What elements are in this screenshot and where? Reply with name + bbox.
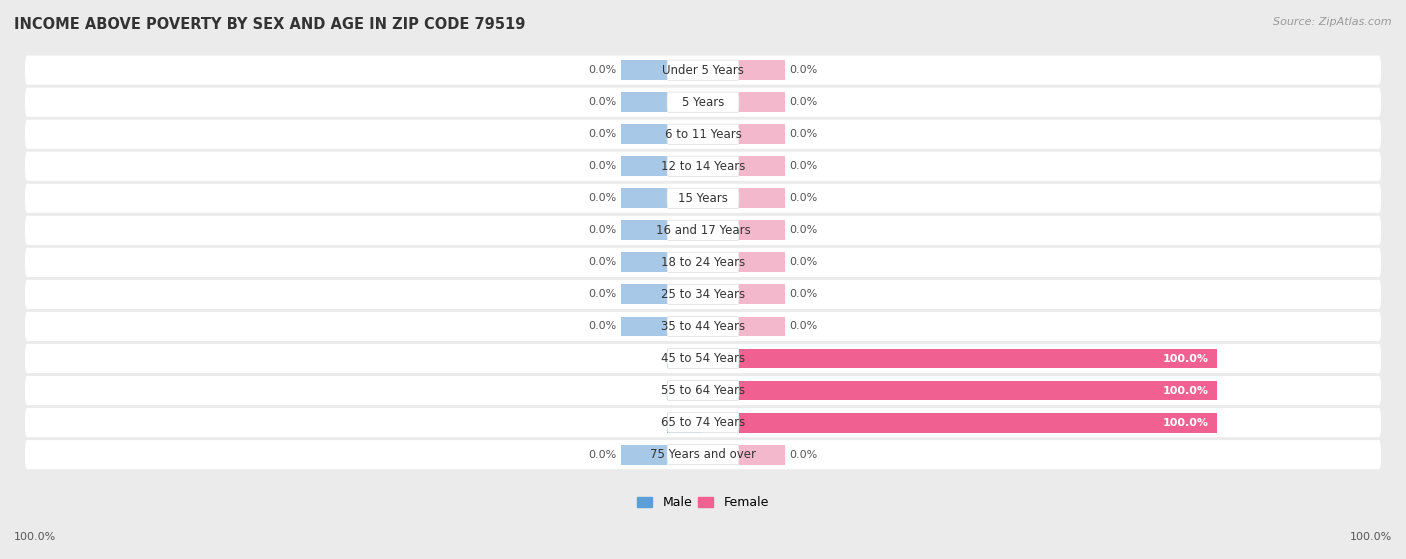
- FancyBboxPatch shape: [666, 252, 740, 272]
- Text: 5 Years: 5 Years: [682, 96, 724, 108]
- Bar: [740, 445, 785, 465]
- Text: 0.0%: 0.0%: [589, 257, 617, 267]
- Text: 100.0%: 100.0%: [197, 386, 243, 396]
- Bar: [740, 381, 1216, 400]
- Bar: [740, 157, 785, 176]
- Text: 45 to 54 Years: 45 to 54 Years: [661, 352, 745, 365]
- FancyBboxPatch shape: [666, 156, 740, 176]
- Text: 25 to 34 Years: 25 to 34 Years: [661, 288, 745, 301]
- Bar: [621, 60, 666, 80]
- FancyBboxPatch shape: [666, 92, 740, 112]
- Text: 100.0%: 100.0%: [1163, 418, 1209, 428]
- FancyBboxPatch shape: [25, 88, 1381, 117]
- Bar: [740, 253, 785, 272]
- FancyBboxPatch shape: [25, 376, 1381, 405]
- FancyBboxPatch shape: [666, 381, 740, 401]
- Text: 0.0%: 0.0%: [789, 321, 817, 331]
- Text: 18 to 24 Years: 18 to 24 Years: [661, 256, 745, 269]
- FancyBboxPatch shape: [666, 188, 740, 209]
- Bar: [621, 92, 666, 112]
- Text: 0.0%: 0.0%: [589, 161, 617, 171]
- Text: 100.0%: 100.0%: [197, 418, 243, 428]
- FancyBboxPatch shape: [25, 151, 1381, 181]
- Text: 12 to 14 Years: 12 to 14 Years: [661, 160, 745, 173]
- Text: Under 5 Years: Under 5 Years: [662, 64, 744, 77]
- Text: 65 to 74 Years: 65 to 74 Years: [661, 416, 745, 429]
- Text: 100.0%: 100.0%: [1350, 532, 1392, 542]
- Text: Source: ZipAtlas.com: Source: ZipAtlas.com: [1274, 17, 1392, 27]
- FancyBboxPatch shape: [25, 216, 1381, 245]
- Text: 100.0%: 100.0%: [197, 353, 243, 363]
- Text: 0.0%: 0.0%: [789, 449, 817, 459]
- Bar: [621, 253, 666, 272]
- Bar: [740, 124, 785, 144]
- FancyBboxPatch shape: [25, 184, 1381, 213]
- Bar: [621, 220, 666, 240]
- Bar: [621, 124, 666, 144]
- Bar: [740, 316, 785, 337]
- Text: 100.0%: 100.0%: [1163, 353, 1209, 363]
- Bar: [621, 188, 666, 209]
- Text: 0.0%: 0.0%: [789, 129, 817, 139]
- Bar: [740, 60, 785, 80]
- FancyBboxPatch shape: [666, 444, 740, 465]
- Bar: [666, 413, 703, 433]
- FancyBboxPatch shape: [666, 220, 740, 240]
- Bar: [621, 285, 666, 304]
- Text: 0.0%: 0.0%: [589, 129, 617, 139]
- Bar: [740, 220, 785, 240]
- Bar: [621, 445, 666, 465]
- FancyBboxPatch shape: [666, 413, 740, 433]
- Text: 0.0%: 0.0%: [589, 449, 617, 459]
- Bar: [666, 381, 703, 400]
- Text: 6 to 11 Years: 6 to 11 Years: [665, 127, 741, 141]
- Text: 0.0%: 0.0%: [789, 65, 817, 75]
- Bar: [666, 349, 703, 368]
- Text: 100.0%: 100.0%: [14, 532, 56, 542]
- FancyBboxPatch shape: [666, 316, 740, 337]
- FancyBboxPatch shape: [666, 60, 740, 80]
- FancyBboxPatch shape: [25, 344, 1381, 373]
- Bar: [740, 413, 1216, 433]
- FancyBboxPatch shape: [25, 248, 1381, 277]
- Bar: [621, 316, 666, 337]
- Text: 0.0%: 0.0%: [789, 257, 817, 267]
- Text: 0.0%: 0.0%: [589, 193, 617, 203]
- Legend: Male, Female: Male, Female: [633, 491, 773, 514]
- Text: 0.0%: 0.0%: [789, 193, 817, 203]
- Text: 0.0%: 0.0%: [589, 97, 617, 107]
- Bar: [740, 92, 785, 112]
- FancyBboxPatch shape: [25, 408, 1381, 437]
- Text: 0.0%: 0.0%: [789, 97, 817, 107]
- FancyBboxPatch shape: [666, 124, 740, 144]
- Text: INCOME ABOVE POVERTY BY SEX AND AGE IN ZIP CODE 79519: INCOME ABOVE POVERTY BY SEX AND AGE IN Z…: [14, 17, 526, 32]
- Text: 0.0%: 0.0%: [789, 225, 817, 235]
- FancyBboxPatch shape: [25, 280, 1381, 309]
- Text: 0.0%: 0.0%: [589, 290, 617, 300]
- Text: 0.0%: 0.0%: [789, 290, 817, 300]
- Text: 0.0%: 0.0%: [789, 161, 817, 171]
- Text: 75 Years and over: 75 Years and over: [650, 448, 756, 461]
- Text: 35 to 44 Years: 35 to 44 Years: [661, 320, 745, 333]
- Text: 15 Years: 15 Years: [678, 192, 728, 205]
- FancyBboxPatch shape: [25, 440, 1381, 469]
- FancyBboxPatch shape: [25, 120, 1381, 149]
- FancyBboxPatch shape: [666, 348, 740, 368]
- Bar: [740, 349, 1216, 368]
- FancyBboxPatch shape: [666, 285, 740, 305]
- Text: 55 to 64 Years: 55 to 64 Years: [661, 384, 745, 397]
- Text: 16 and 17 Years: 16 and 17 Years: [655, 224, 751, 237]
- FancyBboxPatch shape: [25, 55, 1381, 85]
- Text: 0.0%: 0.0%: [589, 225, 617, 235]
- Text: 100.0%: 100.0%: [1163, 386, 1209, 396]
- Bar: [740, 188, 785, 209]
- Text: 0.0%: 0.0%: [589, 65, 617, 75]
- Bar: [621, 157, 666, 176]
- FancyBboxPatch shape: [25, 312, 1381, 341]
- Bar: [740, 285, 785, 304]
- Text: 0.0%: 0.0%: [589, 321, 617, 331]
